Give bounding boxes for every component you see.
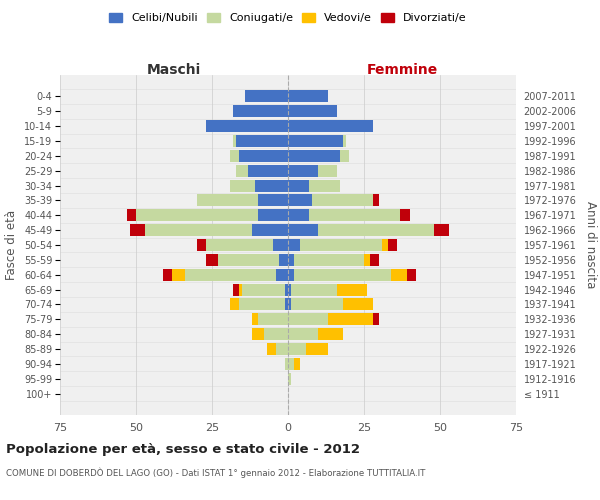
Bar — [163, 269, 172, 280]
Bar — [288, 314, 328, 325]
Bar — [273, 239, 288, 251]
Bar — [242, 284, 285, 296]
Bar — [294, 358, 300, 370]
Bar — [434, 224, 449, 236]
Bar — [288, 284, 291, 296]
Bar — [254, 180, 288, 192]
Bar — [263, 328, 288, 340]
Bar — [288, 165, 319, 176]
Bar — [127, 210, 136, 221]
Bar — [251, 328, 263, 340]
Bar — [288, 239, 300, 251]
Bar — [233, 284, 239, 296]
Bar — [373, 314, 379, 325]
Text: Femmine: Femmine — [367, 63, 437, 77]
Bar — [288, 269, 294, 280]
Bar — [136, 210, 257, 221]
Bar — [309, 180, 340, 192]
Bar — [145, 224, 251, 236]
Bar — [239, 284, 242, 296]
Bar — [343, 135, 346, 147]
Bar — [382, 239, 388, 251]
Legend: Celibi/Nubili, Coniugati/e, Vedovi/e, Divorziati/e: Celibi/Nubili, Coniugati/e, Vedovi/e, Di… — [105, 8, 471, 28]
Text: Popolazione per età, sesso e stato civile - 2012: Popolazione per età, sesso e stato civil… — [6, 442, 360, 456]
Bar — [236, 135, 288, 147]
Bar — [291, 298, 343, 310]
Bar — [364, 254, 370, 266]
Bar — [288, 106, 337, 117]
Bar — [230, 150, 239, 162]
Bar — [236, 165, 248, 176]
Bar — [288, 135, 343, 147]
Bar — [239, 150, 288, 162]
Bar — [407, 269, 416, 280]
Bar — [130, 224, 145, 236]
Text: COMUNE DI DOBERDÒ DEL LAGO (GO) - Dati ISTAT 1° gennaio 2012 - Elaborazione TUTT: COMUNE DI DOBERDÒ DEL LAGO (GO) - Dati I… — [6, 468, 425, 478]
Bar — [251, 224, 288, 236]
Bar — [257, 194, 288, 206]
Bar — [288, 358, 294, 370]
Bar — [197, 239, 206, 251]
Bar — [185, 269, 276, 280]
Bar — [172, 269, 185, 280]
Bar — [285, 284, 288, 296]
Bar — [206, 239, 273, 251]
Bar — [233, 135, 236, 147]
Bar — [388, 239, 397, 251]
Bar — [306, 343, 328, 355]
Bar — [288, 224, 319, 236]
Bar — [251, 314, 257, 325]
Bar — [300, 239, 382, 251]
Bar — [288, 373, 291, 384]
Text: Maschi: Maschi — [147, 63, 201, 77]
Bar — [288, 194, 313, 206]
Bar — [288, 120, 373, 132]
Bar — [276, 269, 288, 280]
Bar — [291, 284, 337, 296]
Bar — [257, 210, 288, 221]
Bar — [276, 343, 288, 355]
Bar — [294, 254, 364, 266]
Text: Anni di nascita: Anni di nascita — [584, 202, 597, 288]
Bar — [285, 358, 288, 370]
Bar — [370, 254, 379, 266]
Bar — [197, 194, 257, 206]
Bar — [288, 298, 291, 310]
Bar — [288, 180, 309, 192]
Bar — [248, 165, 288, 176]
Bar — [288, 343, 306, 355]
Y-axis label: Fasce di età: Fasce di età — [5, 210, 19, 280]
Bar — [279, 254, 288, 266]
Bar — [285, 298, 288, 310]
Bar — [233, 106, 288, 117]
Bar — [400, 210, 410, 221]
Bar — [319, 165, 337, 176]
Bar — [230, 298, 239, 310]
Bar — [288, 328, 319, 340]
Bar — [239, 298, 285, 310]
Bar — [319, 224, 434, 236]
Bar — [288, 254, 294, 266]
Bar — [206, 120, 288, 132]
Bar — [337, 284, 367, 296]
Bar — [391, 269, 407, 280]
Bar — [218, 254, 279, 266]
Bar — [288, 150, 340, 162]
Bar — [373, 194, 379, 206]
Bar — [267, 343, 276, 355]
Bar — [245, 90, 288, 102]
Bar — [313, 194, 373, 206]
Bar — [294, 269, 391, 280]
Bar — [288, 90, 328, 102]
Bar — [230, 180, 254, 192]
Bar — [257, 314, 288, 325]
Bar — [206, 254, 218, 266]
Bar — [288, 210, 309, 221]
Bar — [319, 328, 343, 340]
Bar — [340, 150, 349, 162]
Bar — [328, 314, 373, 325]
Bar — [309, 210, 400, 221]
Bar — [343, 298, 373, 310]
